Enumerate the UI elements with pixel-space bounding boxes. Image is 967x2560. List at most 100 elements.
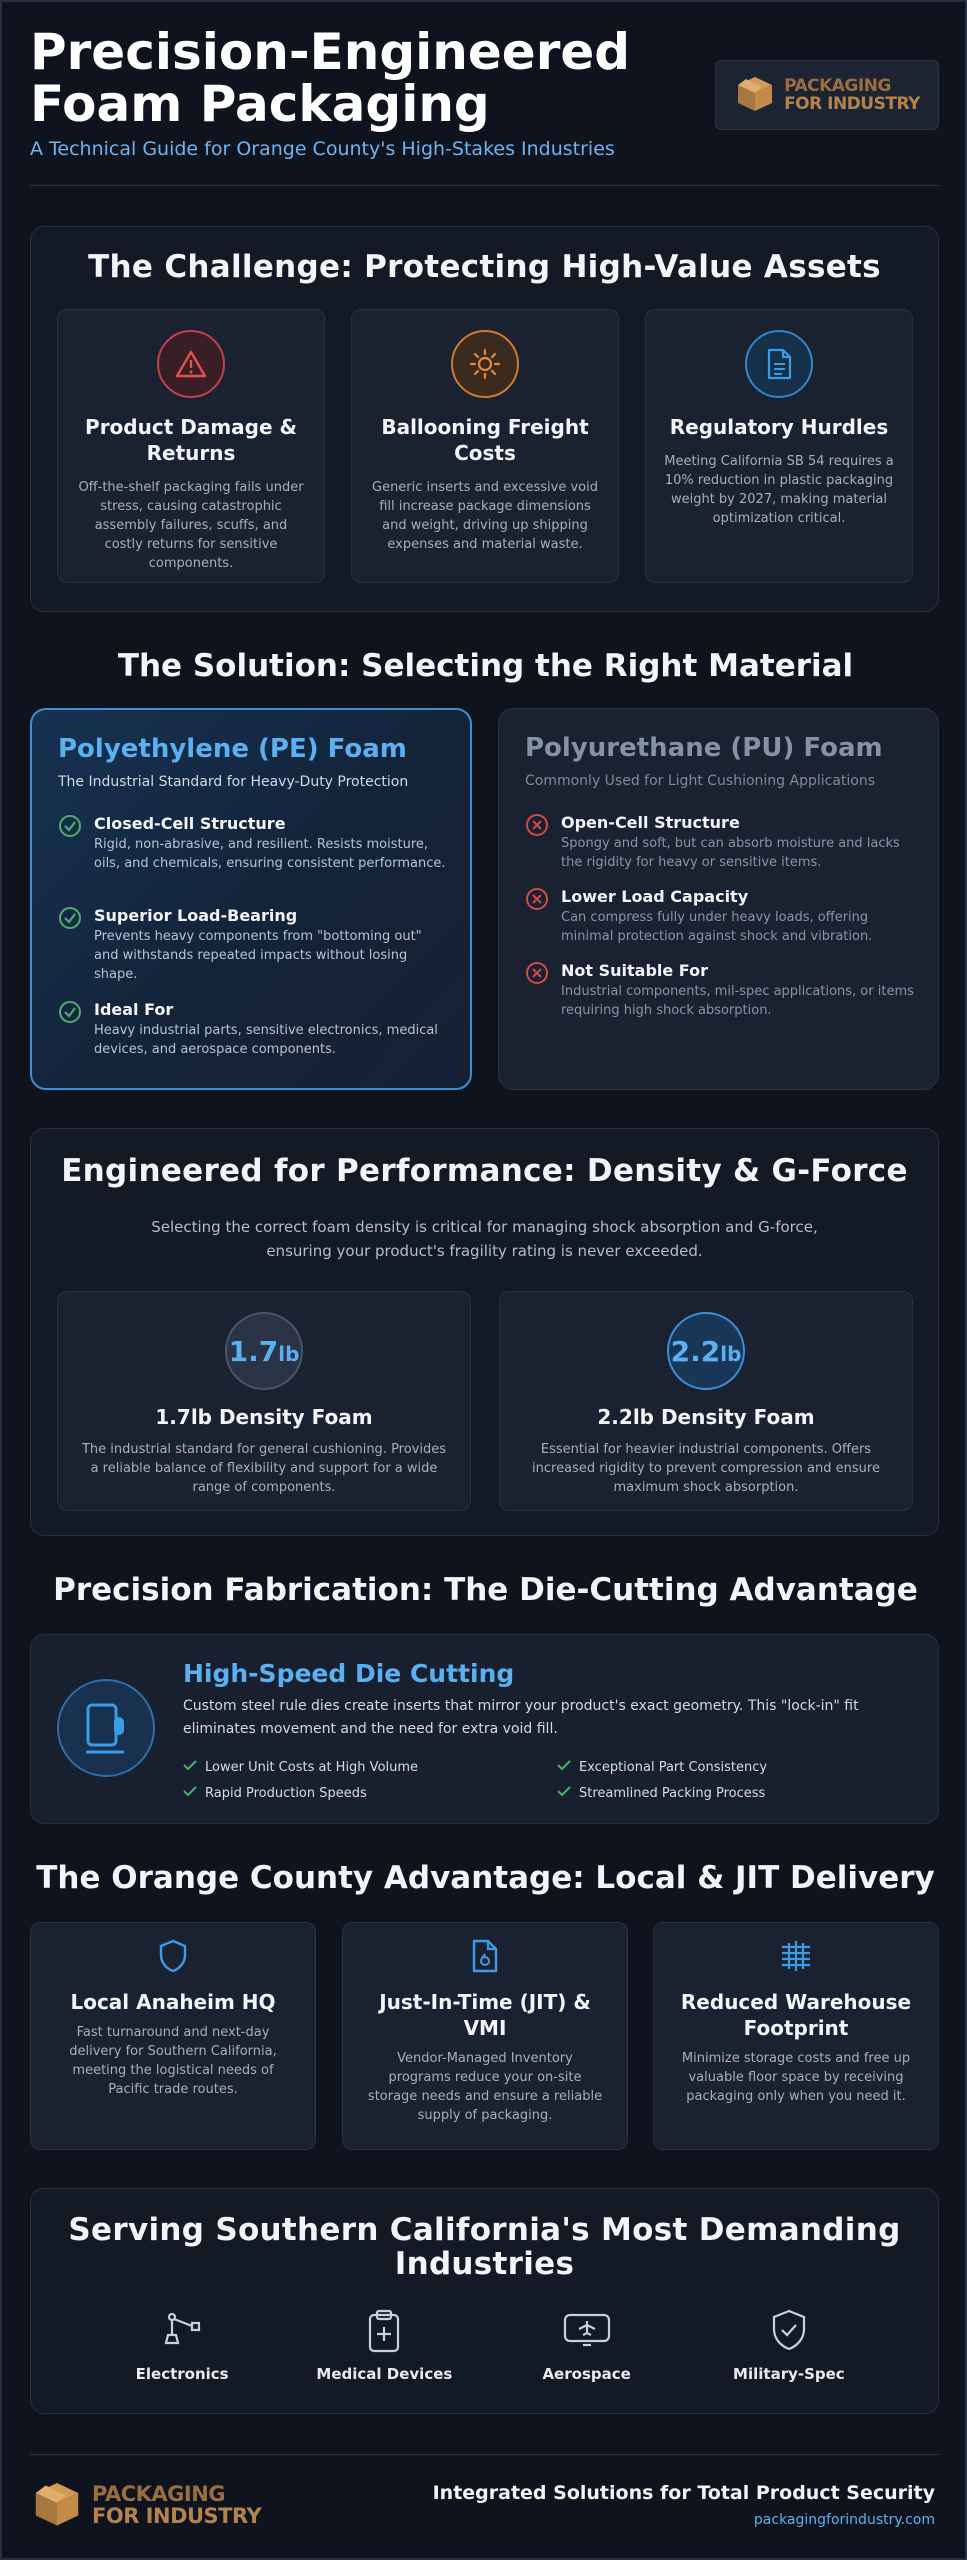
benefit-label: Lower Unit Costs at High Volume bbox=[205, 1759, 419, 1775]
local-card: Local Anaheim HQ Fast turnaround and nex… bbox=[30, 1922, 316, 2150]
x-circle-icon bbox=[525, 961, 549, 1020]
footer-logo[interactable]: PACKAGING FOR INDUSTRY bbox=[30, 2478, 262, 2532]
x-circle-icon bbox=[525, 813, 549, 872]
local-title: The Orange County Advantage: Local & JIT… bbox=[36, 1860, 935, 1896]
robot-arm-icon bbox=[162, 2312, 202, 2353]
logo-line-2: FOR INDUSTRY bbox=[92, 2504, 262, 2528]
x-circle-icon bbox=[525, 887, 549, 946]
benefit-label: Rapid Production Speeds bbox=[205, 1785, 367, 1801]
card-text: Fast turnaround and next-day delivery fo… bbox=[69, 2025, 277, 2097]
die-cutter-icon bbox=[57, 1679, 155, 1777]
density-card: 2.2 lb 2.2lb Density Foam Essential for h… bbox=[499, 1291, 913, 1511]
industry-label: Aerospace bbox=[542, 2365, 631, 2383]
feature-title: Open-Cell Structure bbox=[561, 813, 740, 832]
challenge-card: Product Damage & Returns Off-the-shelf p… bbox=[57, 309, 325, 583]
feature-title: Closed-Cell Structure bbox=[94, 814, 286, 833]
card-title: 1.7lb Density Foam bbox=[155, 1405, 373, 1429]
card-text: Vendor-Managed Inventory programs reduce… bbox=[367, 2051, 603, 2123]
box-logo-icon bbox=[30, 2478, 84, 2532]
footer-tagline: Integrated Solutions for Total Product S… bbox=[432, 2482, 935, 2504]
card-text: Off-the-shelf packaging fails under stre… bbox=[78, 480, 304, 571]
title-line-2: Foam Packaging bbox=[30, 75, 490, 133]
box-logo-icon bbox=[734, 73, 776, 117]
performance-intro: Selecting the correct foam density is cr… bbox=[151, 1218, 818, 1260]
page-subtitle: A Technical Guide for Orange County's Hi… bbox=[30, 138, 615, 160]
pu-feature: Not Suitable For Industrial components, m… bbox=[525, 961, 915, 1020]
industries-section: Serving Southern California's Most Deman… bbox=[30, 2188, 939, 2414]
benefit-label: Streamlined Packing Process bbox=[579, 1785, 766, 1801]
sun-icon bbox=[451, 330, 519, 398]
density-unit: lb bbox=[720, 1342, 742, 1366]
feature-title: Not Suitable For bbox=[561, 961, 708, 980]
shield-icon bbox=[31, 1939, 315, 1977]
clipboard-plus-icon bbox=[364, 2309, 404, 2357]
feature-text: Can compress fully under heavy loads, of… bbox=[561, 910, 873, 944]
check-circle-icon bbox=[58, 906, 82, 984]
pe-feature: Superior Load-Bearing Prevents heavy comp… bbox=[58, 906, 448, 984]
challenge-card: Ballooning Freight Costs Generic inserts… bbox=[351, 309, 619, 583]
challenge-title: The Challenge: Protecting High-Value Ass… bbox=[88, 249, 881, 285]
local-card: Just-In-Time (JIT) & VMI Vendor-Managed … bbox=[342, 1922, 628, 2150]
check-icon bbox=[183, 1785, 197, 1801]
file-search-icon bbox=[343, 1939, 627, 1977]
pe-subtitle: The Industrial Standard for Heavy-Duty P… bbox=[58, 774, 409, 790]
industries-title: Serving Southern California's Most Deman… bbox=[31, 2213, 938, 2281]
pu-feature: Open-Cell Structure Spongy and soft, but … bbox=[525, 813, 915, 872]
benefit-item: Exceptional Part Consistency bbox=[557, 1759, 767, 1775]
document-icon bbox=[745, 330, 813, 398]
plane-screen-icon bbox=[563, 2313, 611, 2353]
industry-item: Aerospace bbox=[502, 2309, 672, 2383]
industry-item: Military-Spec bbox=[704, 2309, 874, 2383]
check-icon bbox=[557, 1759, 571, 1775]
footer-url[interactable]: packagingforindustry.com bbox=[753, 2512, 935, 2528]
logo-line-2: FOR INDUSTRY bbox=[784, 94, 920, 114]
density-value: 2.2 bbox=[670, 1334, 721, 1368]
benefit-item: Streamlined Packing Process bbox=[557, 1785, 765, 1801]
pu-title: Polyurethane (PU) Foam bbox=[525, 733, 883, 763]
feature-title: Ideal For bbox=[94, 1000, 174, 1019]
feature-text: Heavy industrial parts, sensitive electr… bbox=[94, 1023, 438, 1057]
card-title: Just-In-Time (JIT) & VMI bbox=[379, 1990, 591, 2040]
feature-text: Spongy and soft, but can absorb moisture… bbox=[561, 836, 900, 870]
header: Precision-Engineered Foam Packaging A Te… bbox=[30, 26, 939, 186]
card-text: Generic inserts and excessive void fill … bbox=[372, 480, 598, 552]
feature-text: Prevents heavy components from "bottomin… bbox=[94, 929, 422, 982]
warning-icon bbox=[157, 330, 225, 398]
industry-label: Medical Devices bbox=[316, 2365, 453, 2383]
feature-title: Superior Load-Bearing bbox=[94, 906, 298, 925]
pu-feature: Lower Load Capacity Can compress fully un… bbox=[525, 887, 915, 946]
title-line-1: Precision-Engineered bbox=[30, 23, 631, 81]
die-cutting-title: High-Speed Die Cutting bbox=[183, 1659, 515, 1688]
logo-line-1: PACKAGING bbox=[784, 76, 891, 96]
stack-icon bbox=[654, 1939, 938, 1977]
card-title: Reduced Warehouse Footprint bbox=[680, 1990, 912, 2040]
header-divider bbox=[30, 185, 939, 186]
die-cutting-text: Custom steel rule dies create inserts th… bbox=[183, 1698, 859, 1737]
local-card: Reduced Warehouse Footprint Minimize sto… bbox=[653, 1922, 939, 2150]
pe-feature: Closed-Cell Structure Rigid, non-abrasive… bbox=[58, 814, 448, 873]
solution-title: The Solution: Selecting the Right Materi… bbox=[117, 648, 854, 684]
fabrication-title: Precision Fabrication: The Die-Cutting A… bbox=[53, 1572, 918, 1608]
pe-title: Polyethylene (PE) Foam bbox=[58, 734, 407, 764]
industry-label: Military-Spec bbox=[733, 2365, 845, 2383]
industries-title-line-1: Serving Southern California's Most Deman… bbox=[68, 2212, 901, 2248]
card-title: Regulatory Hurdles bbox=[669, 415, 889, 439]
card-title: Local Anaheim HQ bbox=[70, 1990, 276, 2014]
card-text: Minimize storage costs and free up valua… bbox=[681, 2051, 911, 2104]
industry-label: Electronics bbox=[135, 2365, 229, 2383]
header-logo[interactable]: PACKAGING FOR INDUSTRY bbox=[715, 60, 939, 130]
footer-info: Integrated Solutions for Total Product S… bbox=[433, 2482, 935, 2528]
card-title: Ballooning Freight Costs bbox=[381, 415, 589, 465]
feature-text: Rigid, non-abrasive, and resilient. Resi… bbox=[94, 837, 446, 871]
fabrication-card: High-Speed Die Cutting Custom steel rule… bbox=[30, 1634, 939, 1824]
card-text: Essential for heavier industrial compone… bbox=[532, 1442, 880, 1495]
pu-subtitle: Commonly Used for Light Cushioning Appli… bbox=[525, 773, 876, 789]
card-text: The industrial standard for general cush… bbox=[81, 1442, 447, 1495]
footer-divider bbox=[30, 2454, 939, 2455]
benefit-label: Exceptional Part Consistency bbox=[579, 1759, 768, 1775]
performance-section: Engineered for Performance: Density & G-… bbox=[30, 1128, 939, 1536]
shield-check-icon bbox=[770, 2309, 808, 2355]
card-title: Product Damage & Returns bbox=[85, 415, 297, 465]
check-circle-icon bbox=[58, 814, 82, 873]
